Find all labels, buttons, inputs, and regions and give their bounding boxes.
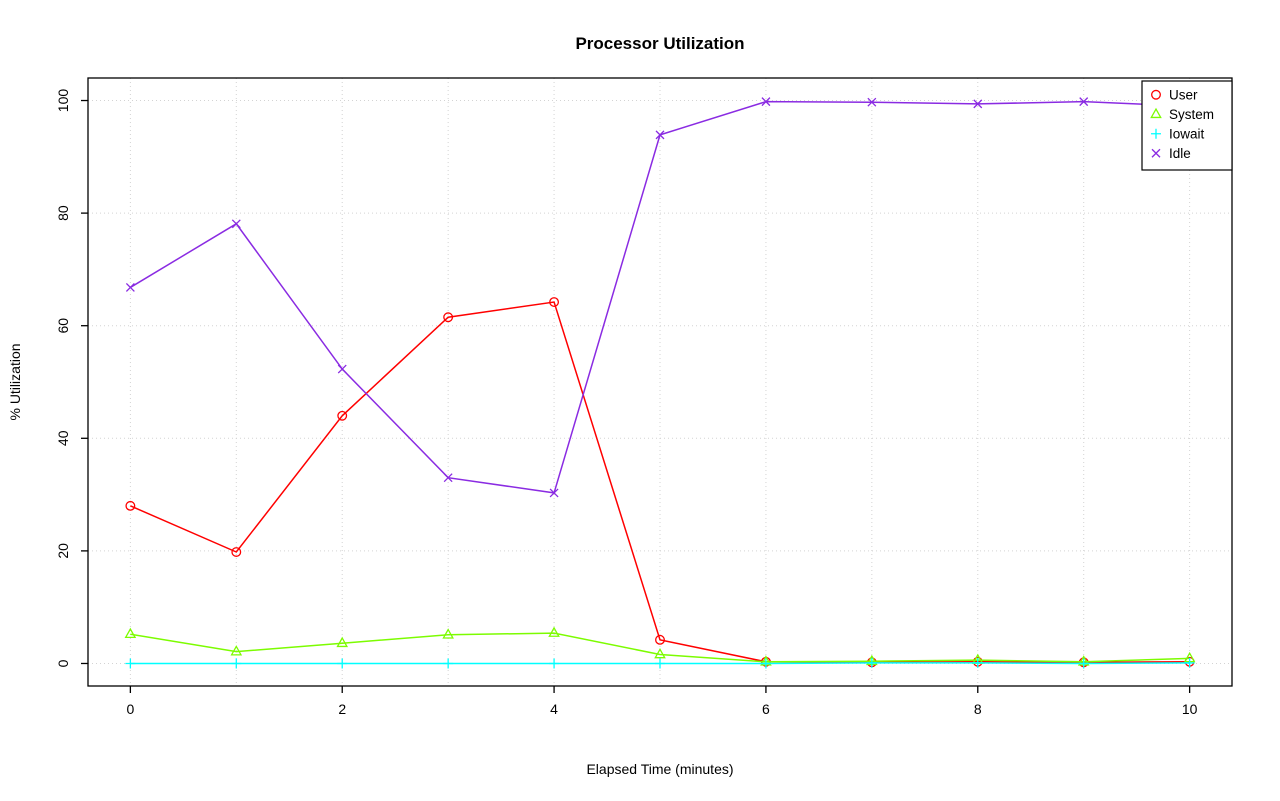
marker-triangle [124,627,137,639]
marker-triangle [548,626,560,637]
marker-circle [125,500,136,511]
marker-plus [337,658,348,669]
y-tick-label: 20 [55,543,71,559]
marker-x [337,364,347,374]
marker-plus [655,658,665,669]
data-series [124,97,1196,669]
series-line [130,632,1190,663]
marker-x [1079,97,1089,107]
marker-triangle [230,645,243,656]
marker-plus [1184,657,1195,668]
plot-border [87,77,1233,687]
y-tick-label: 80 [55,205,71,221]
series-idle [125,97,1195,498]
marker-plus [1151,128,1161,139]
marker-x [549,488,559,498]
x-tick-label: 10 [1182,701,1198,717]
marker-x [867,97,877,107]
y-tick-label: 40 [55,430,71,446]
marker-x [655,130,665,140]
marker-circle [337,410,348,421]
legend-label: System [1169,107,1214,122]
marker-triangle [442,628,454,639]
series-line [130,301,1190,664]
y-tick-label: 0 [55,659,71,667]
marker-circle [549,297,560,308]
marker-circle [231,547,242,557]
marker-plus [760,658,771,669]
marker-circle [443,312,454,323]
series-iowait [125,657,1195,669]
y-tick-label: 100 [55,89,71,113]
marker-plus [231,658,242,669]
marker-plus [1078,658,1089,669]
y-axis-label: % Utilization [7,343,23,420]
marker-circle [655,634,665,645]
marker-circle [1151,89,1161,100]
marker-x [443,473,453,483]
legend-label: Iowait [1169,126,1205,141]
x-tick-label: 4 [550,701,558,717]
marker-triangle [654,647,666,659]
marker-x [231,219,241,229]
marker-triangle [1150,107,1162,119]
x-tick-label: 2 [338,701,346,717]
chart-title: Processor Utilization [575,34,744,53]
marker-plus [972,657,983,668]
marker-x [761,97,771,107]
grid-lines [88,78,1232,686]
marker-plus [443,658,454,669]
marker-x [125,282,135,292]
marker-triangle [336,636,349,648]
marker-plus [549,658,560,669]
marker-x [1151,148,1161,158]
x-tick-label: 8 [974,701,982,717]
x-axis-label: Elapsed Time (minutes) [586,761,733,777]
marker-x [973,99,983,109]
legend: User System Iowait Idle [1141,80,1233,171]
y-tick-label: 60 [55,318,71,334]
legend-label: User [1169,87,1198,102]
marker-plus [866,657,877,668]
marker-plus [125,658,136,669]
legend-label: Idle [1169,146,1191,161]
x-tick-label: 0 [126,701,134,717]
x-tick-label: 6 [762,701,770,717]
